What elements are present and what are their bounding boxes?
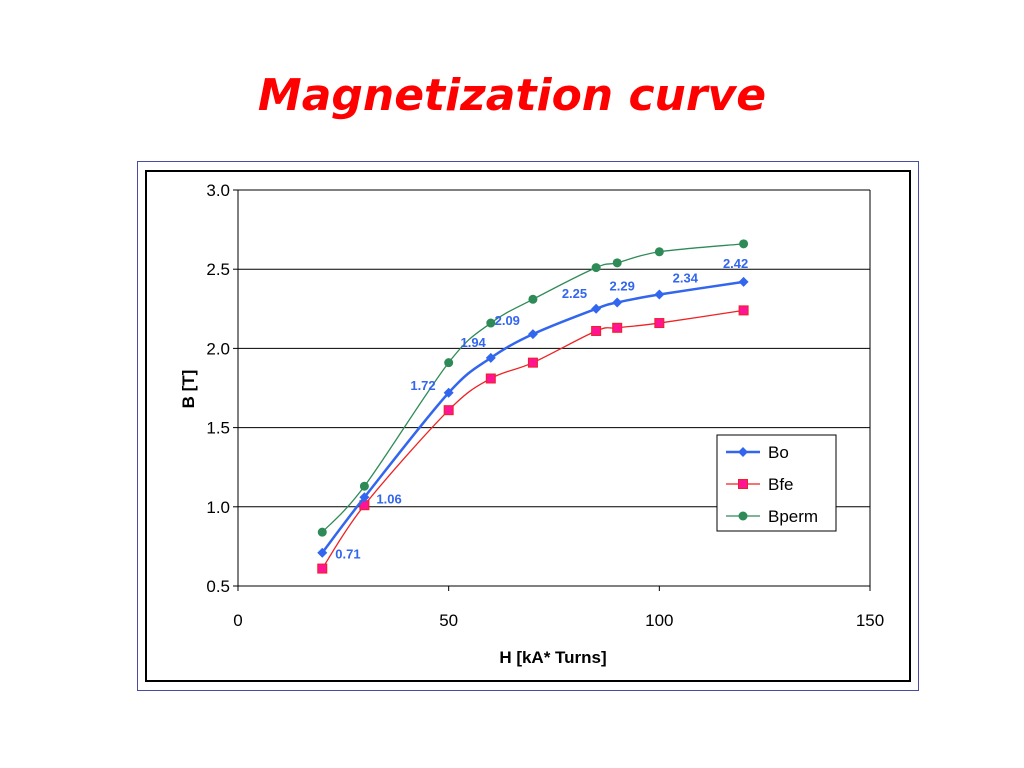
- legend-marker: [738, 511, 748, 521]
- data-point-bperm: [528, 294, 538, 304]
- data-point-bfe: [654, 318, 665, 329]
- data-label-bo: 2.25: [562, 286, 587, 301]
- chart-area: [145, 170, 911, 682]
- data-label-bo: 2.29: [610, 278, 635, 293]
- legend-item-bfe: Bfe: [726, 475, 794, 494]
- y-tick-label: 0.5: [206, 577, 230, 596]
- y-tick-label: 2.5: [206, 260, 230, 279]
- data-point-bo: [485, 352, 496, 363]
- data-label-bo: 1.06: [376, 491, 401, 506]
- series-line-bfe: [321, 309, 744, 569]
- y-tick-label: 2.0: [206, 339, 230, 358]
- slide-title: Magnetization curve: [257, 70, 767, 121]
- data-point-bperm: [444, 358, 454, 368]
- data-point-bperm: [317, 527, 327, 537]
- chart-frame: [137, 161, 919, 691]
- data-point-bfe: [485, 373, 496, 384]
- data-point-bperm: [359, 481, 369, 491]
- x-tick-label: 100: [645, 611, 673, 630]
- data-point-bfe: [738, 305, 749, 316]
- data-label-bo: 1.72: [410, 378, 435, 393]
- data-point-bo: [591, 303, 602, 314]
- y-tick-label: 3.0: [206, 181, 230, 200]
- data-label-bo: 2.34: [673, 271, 699, 286]
- y-axis-title: B [T]: [179, 370, 198, 409]
- legend-marker: [738, 447, 748, 457]
- data-point-bperm: [486, 318, 496, 328]
- axes: 0.5 1.0 1.5 2.0 2.5 3.0 0 50 100 150: [206, 181, 884, 630]
- legend-marker: [738, 479, 748, 489]
- series-line-bperm: [321, 243, 744, 533]
- legend-item-bperm: Bperm: [726, 507, 818, 526]
- data-point-bfe: [443, 405, 454, 416]
- legend-label: Bo: [768, 443, 789, 462]
- data-point-bperm: [654, 247, 664, 257]
- data-point-bo: [654, 289, 665, 300]
- data-point-bfe: [317, 563, 328, 574]
- series-bo: [317, 276, 749, 558]
- legend-item-bo: Bo: [726, 443, 789, 462]
- data-point-bo: [359, 492, 370, 503]
- data-label-bo: 0.71: [335, 547, 360, 562]
- data-label-bo: 2.09: [495, 313, 520, 328]
- data-point-bperm: [739, 239, 749, 249]
- data-point-bo: [443, 387, 454, 398]
- data-point-bfe: [591, 325, 602, 336]
- data-point-bperm: [612, 258, 622, 268]
- x-tick-label: 50: [439, 611, 458, 630]
- x-tick-label: 0: [233, 611, 242, 630]
- data-label-bo: 2.42: [723, 256, 748, 271]
- legend: Bo Bfe Bperm: [716, 434, 837, 532]
- data-point-bo: [612, 297, 623, 308]
- data-point-bo: [317, 547, 328, 558]
- data-point-bfe: [527, 357, 538, 368]
- data-point-bperm: [591, 263, 601, 273]
- y-tick-label: 1.5: [206, 419, 230, 438]
- data-labels: 0.71 1.06 1.72 1.94 2.09 2.25 2.29 2.34 2.42: [335, 256, 748, 562]
- data-point-bo: [738, 276, 749, 287]
- series-bperm: [317, 239, 749, 537]
- data-label-bo: 1.94: [460, 335, 486, 350]
- series-bfe: [317, 305, 749, 574]
- x-tick-label: 150: [856, 611, 884, 630]
- legend-label: Bfe: [768, 475, 794, 494]
- series-line-bo: [321, 280, 744, 554]
- data-point-bfe: [612, 322, 623, 333]
- x-axis-title: H [kA* Turns]: [499, 648, 606, 667]
- series-layer: [317, 239, 749, 574]
- y-tick-label: 1.0: [206, 498, 230, 517]
- legend-label: Bperm: [768, 507, 818, 526]
- data-point-bo: [527, 329, 538, 340]
